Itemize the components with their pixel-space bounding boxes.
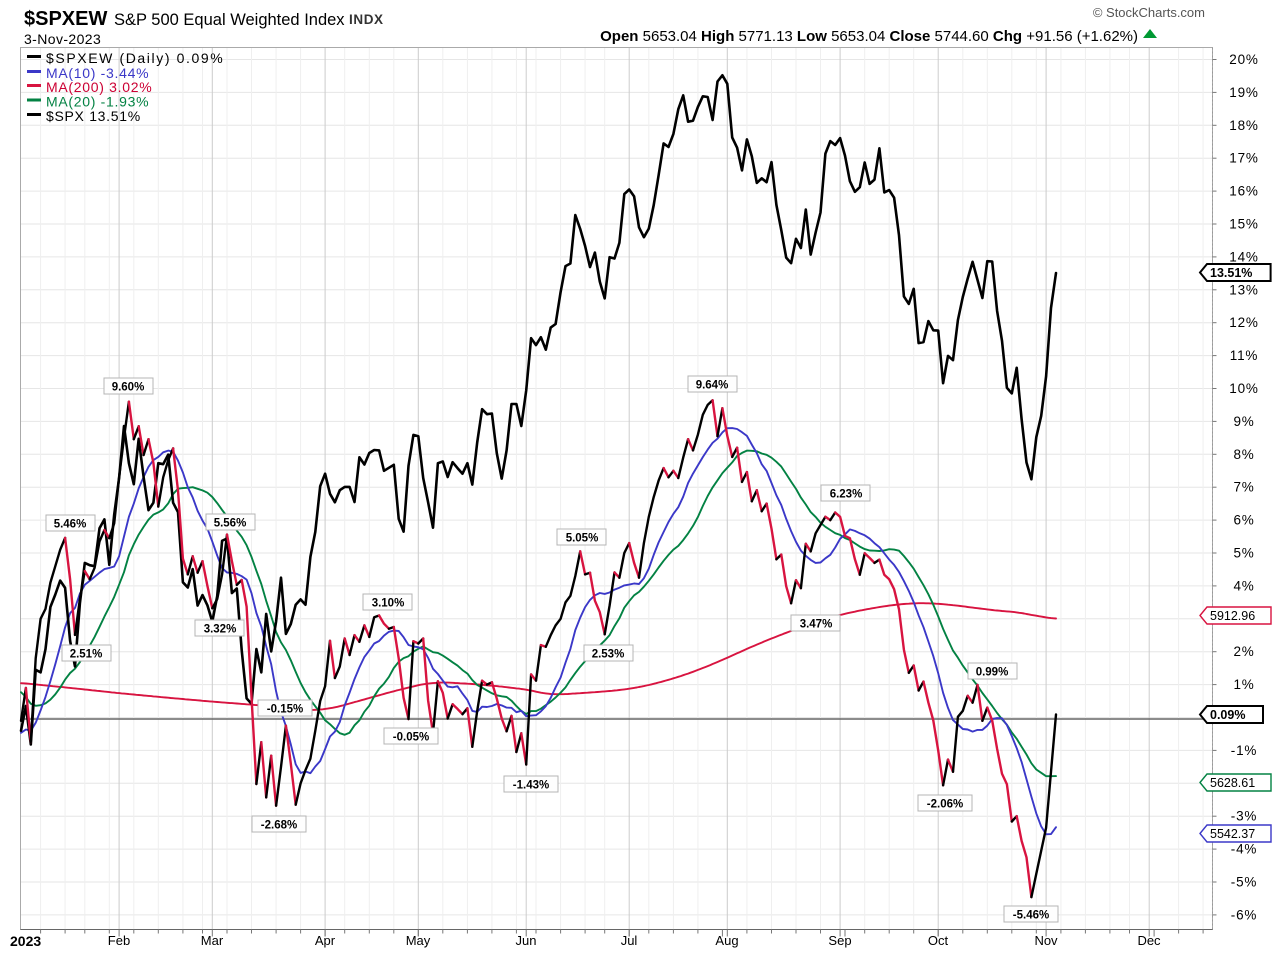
svg-text:$SPXEW: $SPXEW [24,8,107,30]
svg-text:Apr: Apr [315,933,336,948]
svg-text:5.46%: 5.46% [54,519,87,531]
svg-text:19%: 19% [1229,85,1258,100]
svg-text:4%: 4% [1233,578,1254,593]
svg-text:6.23%: 6.23% [830,489,863,501]
svg-text:MA(20) -1.93%: MA(20) -1.93% [46,94,149,110]
svg-text:Dec: Dec [1137,933,1161,948]
svg-text:-1%: -1% [1231,743,1257,758]
svg-text:0.99%: 0.99% [976,667,1009,679]
svg-text:5628.61: 5628.61 [1210,776,1255,790]
svg-text:3.10%: 3.10% [372,598,405,610]
svg-text:2023: 2023 [10,933,41,949]
svg-text:5912.96: 5912.96 [1210,609,1255,623]
svg-text:5.56%: 5.56% [214,518,247,530]
svg-text:3.32%: 3.32% [204,624,237,636]
svg-text:6%: 6% [1233,513,1254,528]
svg-text:-1.43%: -1.43% [513,780,549,792]
svg-text:13%: 13% [1229,282,1258,297]
svg-text:-0.05%: -0.05% [393,732,429,744]
svg-text:0.09%: 0.09% [1210,708,1245,722]
svg-text:-0.15%: -0.15% [267,704,303,716]
svg-text:May: May [406,933,431,948]
svg-text:Sep: Sep [828,933,851,948]
svg-text:Open 5653.04 High 5771.13 Low: Open 5653.04 High 5771.13 Low 5653.04 Cl… [600,28,1138,45]
svg-text:14%: 14% [1229,249,1258,264]
svg-text:S&P 500 Equal Weighted Index: S&P 500 Equal Weighted Index [114,11,345,29]
svg-text:7%: 7% [1233,480,1254,495]
svg-text:16%: 16% [1229,184,1258,199]
svg-text:-2.06%: -2.06% [927,799,963,811]
svg-text:9.60%: 9.60% [112,382,145,394]
svg-text:-2.68%: -2.68% [261,820,297,832]
svg-text:2.51%: 2.51% [70,649,103,661]
svg-text:5%: 5% [1233,546,1254,561]
svg-text:8%: 8% [1233,447,1254,462]
svg-text:9%: 9% [1233,414,1254,429]
svg-text:5542.37: 5542.37 [1210,827,1255,841]
svg-text:Jun: Jun [516,933,537,948]
svg-text:2%: 2% [1233,644,1254,659]
svg-text:Mar: Mar [201,933,224,948]
svg-text:INDX: INDX [349,12,384,27]
svg-text:17%: 17% [1229,151,1258,166]
svg-text:$SPX 13.51%: $SPX 13.51% [46,108,141,124]
svg-text:10%: 10% [1229,381,1258,396]
svg-text:-6%: -6% [1231,907,1257,922]
svg-text:Jul: Jul [621,933,638,948]
svg-text:20%: 20% [1229,52,1258,67]
svg-text:$SPXEW (Daily) 0.09%: $SPXEW (Daily) 0.09% [46,50,224,66]
svg-text:15%: 15% [1229,217,1258,232]
svg-text:-4%: -4% [1231,842,1257,857]
svg-text:Feb: Feb [108,933,130,948]
svg-text:12%: 12% [1229,315,1258,330]
svg-text:3.47%: 3.47% [800,619,833,631]
svg-text:11%: 11% [1230,348,1258,363]
svg-text:2.53%: 2.53% [592,649,625,661]
svg-text:1%: 1% [1233,677,1254,692]
svg-text:9.64%: 9.64% [696,380,729,392]
svg-text:5.05%: 5.05% [566,533,599,545]
svg-text:MA(10) -3.44%: MA(10) -3.44% [46,65,149,81]
svg-text:-3%: -3% [1231,809,1257,824]
svg-text:Nov: Nov [1034,933,1058,948]
svg-text:© StockCharts.com: © StockCharts.com [1093,5,1205,20]
svg-text:3-Nov-2023: 3-Nov-2023 [24,31,101,47]
svg-text:Aug: Aug [715,933,738,948]
svg-text:-5%: -5% [1231,875,1257,890]
svg-text:13.51%: 13.51% [1210,266,1252,280]
svg-text:-5.46%: -5.46% [1013,910,1049,922]
svg-text:18%: 18% [1229,118,1258,133]
svg-text:Oct: Oct [928,933,949,948]
svg-text:MA(200) 3.02%: MA(200) 3.02% [46,79,152,95]
